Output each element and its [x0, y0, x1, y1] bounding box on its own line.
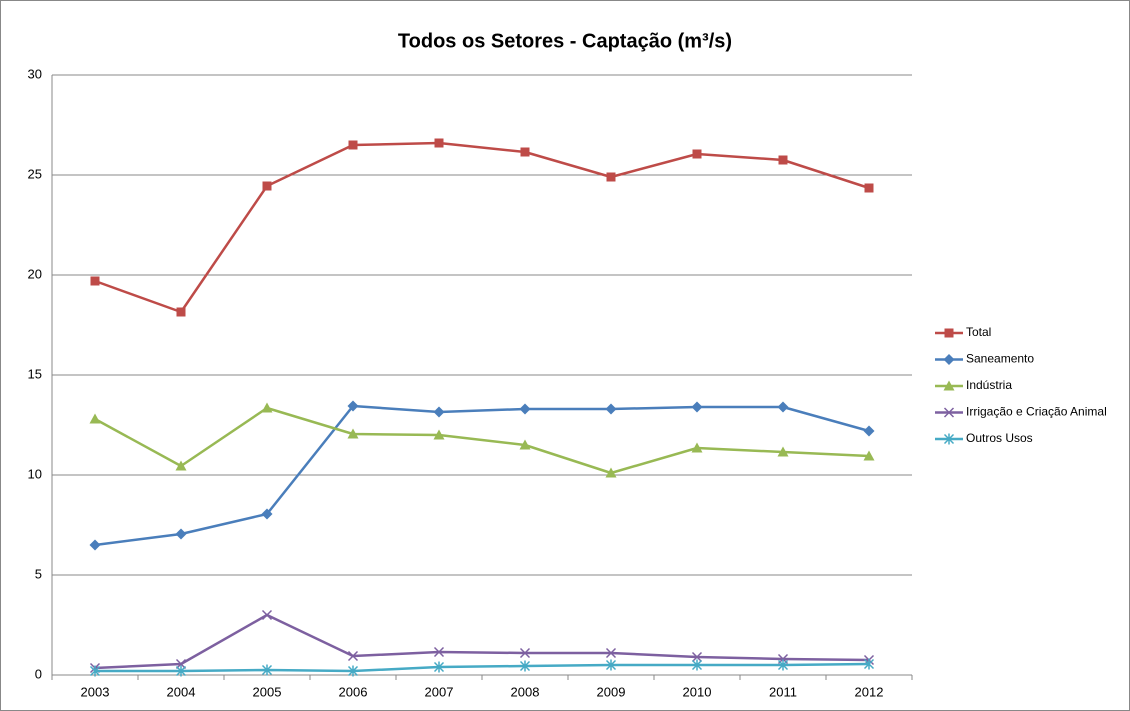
marker: [863, 450, 875, 461]
x-tick-label: 2011: [769, 684, 797, 699]
x-tick-label: 2004: [167, 684, 196, 699]
legend-label: Outros Usos: [966, 431, 1033, 445]
marker: [605, 467, 617, 478]
marker: [175, 665, 187, 677]
chart-title: Todos os Setores - Captação (m³/s): [398, 30, 732, 52]
marker: [863, 425, 875, 437]
marker: [348, 140, 358, 150]
x-tick-label: 2006: [339, 684, 368, 699]
marker: [175, 460, 187, 471]
marker: [864, 183, 874, 193]
marker: [89, 539, 101, 551]
y-tick-label: 30: [28, 66, 42, 81]
series-line: [94, 406, 870, 475]
marker: [519, 439, 531, 450]
x-tick-label: 2010: [683, 684, 712, 699]
marker: [520, 147, 530, 157]
marker: [347, 428, 359, 439]
marker: [691, 401, 703, 413]
marker: [261, 508, 273, 520]
marker: [777, 659, 789, 671]
series-line: [95, 662, 870, 673]
marker: [433, 406, 445, 418]
marker: [943, 380, 955, 391]
legend-label: Total: [966, 325, 991, 339]
marker: [519, 647, 531, 659]
marker: [262, 181, 272, 191]
marker: [863, 658, 875, 670]
marker: [943, 433, 955, 445]
marker: [90, 276, 100, 286]
y-tick-label: 0: [35, 666, 42, 681]
y-tick-label: 25: [28, 166, 42, 181]
marker: [943, 407, 955, 418]
y-tick-label: 15: [28, 366, 42, 381]
marker: [347, 665, 359, 677]
series-line: [94, 404, 870, 547]
marker: [943, 354, 955, 365]
marker: [433, 429, 445, 440]
marker: [261, 609, 273, 621]
marker: [519, 660, 531, 672]
marker: [175, 528, 187, 540]
x-tick-label: 2009: [597, 684, 626, 699]
marker: [778, 155, 788, 165]
marker: [691, 651, 703, 663]
marker: [89, 413, 101, 424]
marker: [777, 446, 789, 457]
marker: [89, 665, 101, 677]
legend-label: Indústria: [966, 378, 1012, 392]
marker: [347, 400, 359, 412]
marker: [519, 403, 531, 415]
y-tick-label: 10: [28, 466, 42, 481]
legend-label: Irrigação e Criação Animal: [966, 405, 1107, 419]
marker: [261, 664, 273, 676]
marker: [433, 661, 445, 673]
series-line: [94, 141, 870, 314]
marker: [433, 646, 445, 658]
y-tick-label: 5: [35, 566, 42, 581]
marker: [692, 149, 702, 159]
marker: [777, 401, 789, 413]
marker: [944, 328, 954, 338]
marker: [605, 659, 617, 671]
x-tick-label: 2005: [253, 684, 282, 699]
marker: [261, 402, 273, 413]
marker: [347, 650, 359, 662]
x-tick-label: 2007: [425, 684, 454, 699]
marker: [176, 307, 186, 317]
x-tick-label: 2008: [511, 684, 540, 699]
marker: [434, 138, 444, 148]
marker: [691, 442, 703, 453]
marker: [606, 172, 616, 182]
y-tick-label: 20: [28, 266, 42, 281]
x-tick-label: 2003: [81, 684, 110, 699]
legend-label: Saneamento: [966, 352, 1034, 366]
marker: [605, 403, 617, 415]
x-tick-label: 2012: [855, 684, 884, 699]
series-line: [94, 613, 870, 670]
marker: [605, 647, 617, 659]
marker: [691, 659, 703, 671]
